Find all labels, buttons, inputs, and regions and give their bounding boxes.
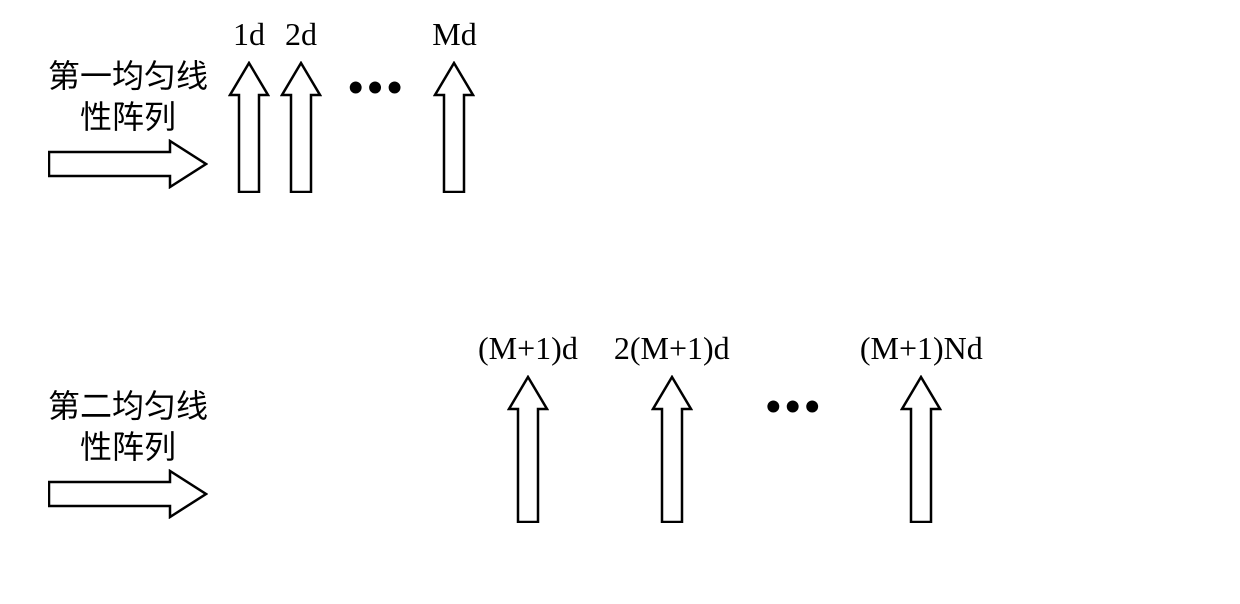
row1-label-line2: 性阵列 [80,97,176,139]
row2-label-line1: 第二均匀线 [48,386,208,428]
row-second-uniform-linear-array: 第二均匀线 性阵列 (M+1)d 2(M+1)d ••• (M+1)Nd [48,330,983,523]
up-arrow-icon [651,375,693,523]
row1-label-block: 第一均匀线 性阵列 [48,56,208,189]
row1-ellipsis: ••• [348,62,406,113]
row1-arrow-tail-label: Md [432,16,476,53]
row1-label-line1: 第一均匀线 [48,56,208,98]
up-arrow-icon [433,61,475,193]
row2-arrow-tail: (M+1)Nd [860,330,983,523]
up-arrow-icon [507,375,549,523]
row2-arrow-1-label: (M+1)d [478,330,578,367]
row1-arrows-cluster: 1d 2d [228,16,322,193]
row1-arrow-tail: Md [432,16,476,193]
row1-horizontal-arrow [48,139,208,189]
row2-leading-gap [228,522,478,523]
row1-arrow-1-label: 1d [233,16,265,53]
row1-arrow-1: 1d [228,16,270,193]
row2-ellipsis: ••• [766,381,824,432]
row2-arrows-cluster: (M+1)d 2(M+1)d [478,330,730,523]
row-first-uniform-linear-array: 第一均匀线 性阵列 1d 2d ••• Md [48,16,477,193]
row2-label-line2: 性阵列 [80,427,176,469]
row2-horizontal-arrow [48,469,208,519]
row1-arrow-2: 2d [280,16,322,193]
row1-arrow-2-label: 2d [285,16,317,53]
row2-label-block: 第二均匀线 性阵列 [48,386,208,519]
row2-arrow-tail-label: (M+1)Nd [860,330,983,367]
up-arrow-icon [228,61,270,193]
row2-arrow-2: 2(M+1)d [614,330,730,523]
row2-arrow-2-label: 2(M+1)d [614,330,730,367]
up-arrow-icon [280,61,322,193]
up-arrow-icon [900,375,942,523]
row2-arrow-1: (M+1)d [478,330,578,523]
